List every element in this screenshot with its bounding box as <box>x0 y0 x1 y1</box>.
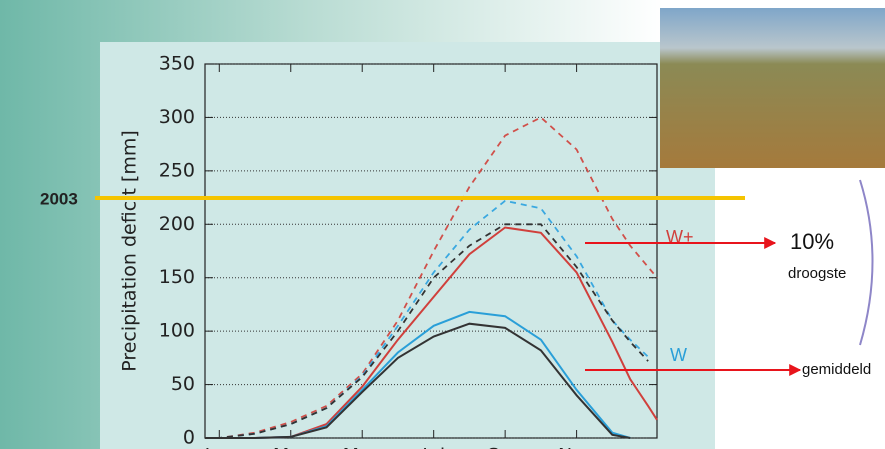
x-tick-label: Mar <box>273 445 309 449</box>
annotation: gemiddeld <box>802 361 871 378</box>
series-line <box>205 223 649 439</box>
y-tick-label: 0 <box>183 427 195 449</box>
y-tick-label: 250 <box>159 159 195 181</box>
decoration <box>859 179 874 346</box>
y-tick-label: 50 <box>171 373 195 395</box>
x-tick-label: Sep <box>487 445 523 449</box>
y-tick-label: 150 <box>159 266 195 288</box>
annotation: W+ <box>666 227 694 247</box>
y-tick-label: 200 <box>159 213 195 235</box>
y-tick-label: 100 <box>159 320 195 342</box>
series-line <box>205 322 631 439</box>
chart-panel <box>100 42 715 449</box>
annotation: W <box>670 345 687 365</box>
photo <box>660 8 885 168</box>
y-tick-label: 300 <box>159 106 195 128</box>
annotation: 10% <box>790 229 834 254</box>
annotation: droogste <box>788 265 846 282</box>
series-line <box>205 116 658 439</box>
y-axis-label: Precipitation deficit [mm] <box>119 130 141 372</box>
x-tick-label: Jul <box>421 445 445 449</box>
annotation: 2003 <box>40 189 78 208</box>
series-line <box>205 199 649 439</box>
y-tick-label: 350 <box>159 53 195 75</box>
x-tick-label: Nov <box>558 445 595 449</box>
x-tick-label: Jan <box>204 445 234 449</box>
x-tick-label: May <box>343 445 382 449</box>
